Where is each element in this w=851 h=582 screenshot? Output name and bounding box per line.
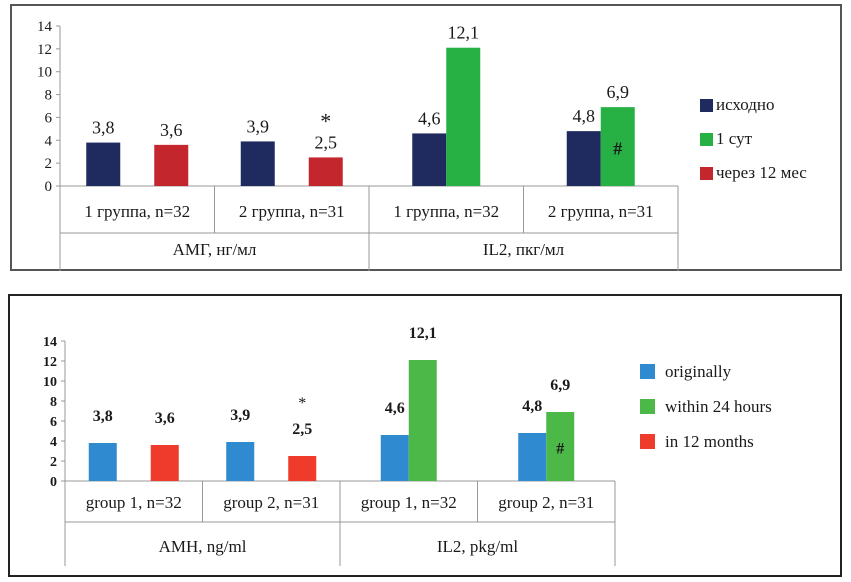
legend-swatch [700, 99, 713, 112]
y-tick-label: 0 [45, 179, 53, 195]
group-label: AMH, ng/ml [159, 537, 247, 556]
y-tick-label: 8 [45, 88, 53, 104]
bar [412, 133, 447, 186]
category-label: group 2, n=31 [223, 493, 319, 512]
y-tick-label: 14 [37, 19, 53, 35]
legend-label: originally [665, 362, 732, 381]
legend-swatch [640, 434, 655, 449]
data-label: 6,9 [607, 82, 630, 102]
bar [240, 141, 275, 186]
y-tick-label: 4 [45, 133, 53, 149]
y-tick-label: 6 [45, 110, 53, 126]
data-label: 4,8 [573, 106, 596, 126]
category-label: 2 группа, n=31 [239, 202, 345, 221]
data-label: 3,8 [92, 118, 115, 138]
category-label: group 1, n=32 [361, 493, 457, 512]
legend-label: within 24 hours [665, 397, 772, 416]
data-label: 6,9 [550, 377, 570, 394]
bar [566, 131, 601, 186]
significance-mark: * [298, 395, 306, 412]
legend-label: in 12 months [665, 432, 754, 451]
legend-label: через 12 мес [716, 163, 807, 182]
data-label: 4,8 [522, 398, 542, 415]
y-tick-label: 0 [50, 475, 57, 490]
data-label: 2,5 [315, 132, 338, 152]
bar [380, 435, 409, 481]
bar [408, 360, 437, 481]
data-label: 3,6 [160, 120, 183, 140]
y-tick-label: 8 [50, 395, 57, 410]
legend-swatch [640, 364, 655, 379]
legend-label: 1 сут [716, 129, 753, 148]
chart-russian: 0 2 4 6 8 10 12 14 АМГ, нг/мл 1 группа, n=32 3,8 3,… [37, 19, 807, 271]
significance-mark: * [320, 108, 331, 133]
bar [86, 142, 121, 186]
category-label: 1 группа, n=32 [84, 202, 190, 221]
data-label: 12,1 [409, 325, 437, 342]
bar [446, 47, 481, 186]
category-label: group 2, n=31 [498, 493, 594, 512]
bar-inner-mark: # [613, 138, 622, 158]
y-tick-label: 14 [43, 335, 57, 350]
data-label: 4,6 [418, 108, 441, 128]
bar [150, 445, 179, 481]
data-label: 2,5 [292, 421, 312, 438]
bar [600, 107, 635, 186]
bar [288, 456, 317, 481]
category-label: group 1, n=32 [86, 493, 182, 512]
chart-panel-russian: 0 2 4 6 8 10 12 14 АМГ, нг/мл 1 группа, n=32 3,8 3,… [10, 4, 842, 271]
data-label: 4,6 [385, 400, 405, 417]
group-label: IL2, пкг/мл [483, 240, 565, 259]
category-label: 2 группа, n=31 [548, 202, 654, 221]
bar [226, 442, 255, 481]
bar-inner-mark: # [556, 440, 564, 457]
y-tick-label: 2 [50, 455, 57, 470]
data-label: 12,1 [448, 23, 480, 43]
legend-swatch [700, 167, 713, 180]
legend-swatch [640, 399, 655, 414]
y-tick-label: 4 [50, 435, 57, 450]
data-label: 3,6 [155, 410, 175, 427]
chart-panel-english: 0 2 4 6 8 10 12 14 AMH, ng/ml group 1, n=32 3,8 3,6… [8, 294, 842, 577]
y-tick-label: 6 [50, 415, 57, 430]
category-label: 1 группа, n=32 [393, 202, 499, 221]
group-label: IL2, pkg/ml [437, 537, 518, 556]
legend-label: исходно [716, 95, 775, 114]
bar [518, 433, 547, 481]
group-label: АМГ, нг/мл [173, 240, 257, 259]
bar [154, 144, 189, 186]
bar [308, 157, 343, 186]
legend-swatch [700, 133, 713, 146]
data-label: 3,9 [230, 407, 250, 424]
y-tick-label: 2 [45, 156, 53, 172]
y-tick-label: 10 [43, 375, 57, 390]
y-tick-label: 12 [43, 355, 57, 370]
bar [88, 443, 117, 481]
data-label: 3,8 [93, 408, 113, 425]
data-label: 3,9 [247, 116, 270, 136]
y-tick-label: 10 [37, 65, 52, 81]
bar [546, 412, 575, 481]
chart-english: 0 2 4 6 8 10 12 14 AMH, ng/ml group 1, n=32 3,8 3,6… [43, 325, 772, 566]
y-tick-label: 12 [37, 42, 52, 58]
